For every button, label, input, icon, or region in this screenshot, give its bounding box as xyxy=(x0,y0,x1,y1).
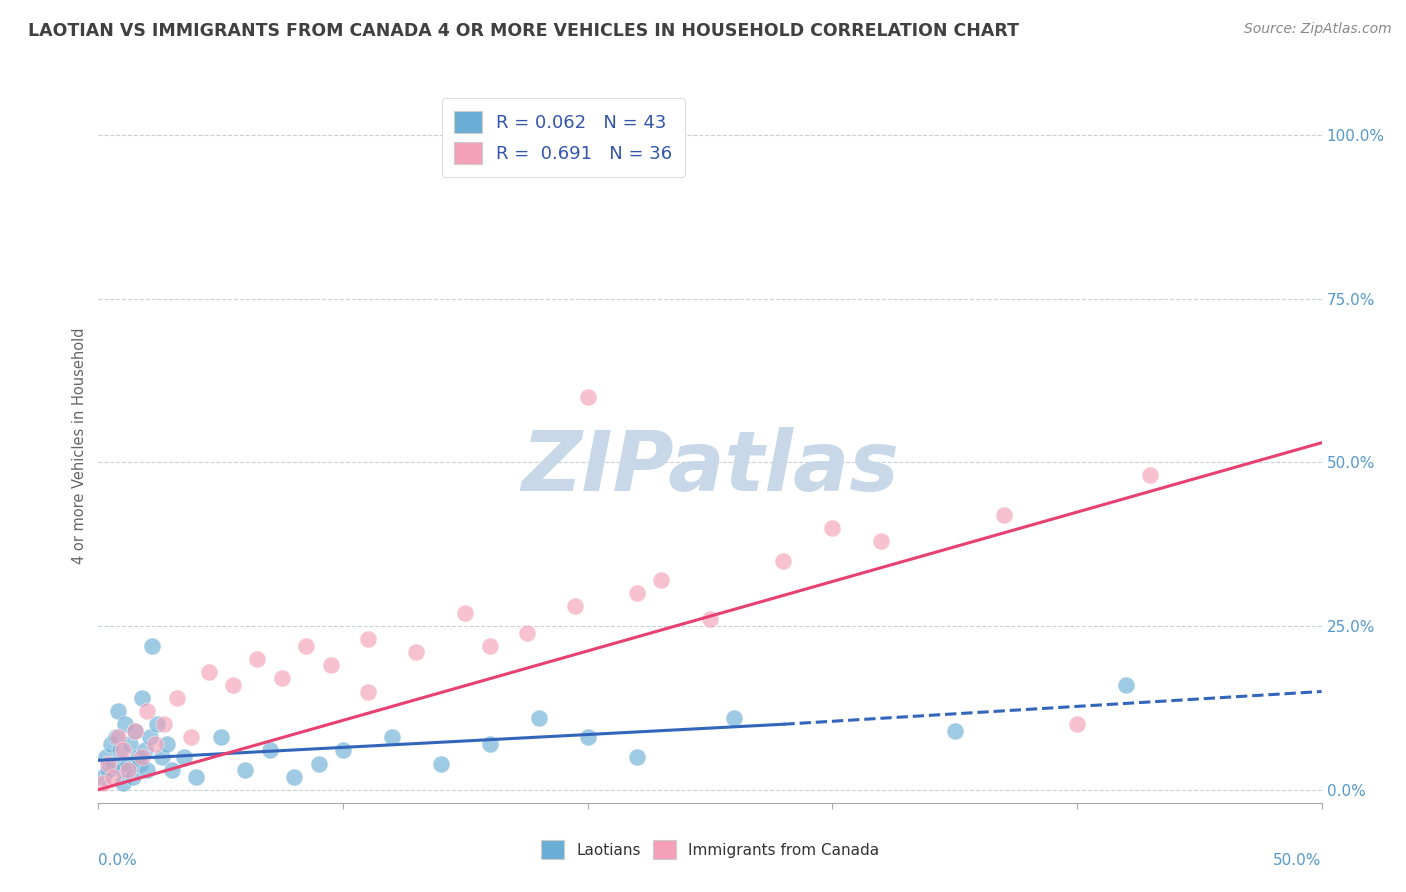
Point xyxy=(626,586,648,600)
Point xyxy=(146,717,169,731)
Point xyxy=(153,717,176,731)
Point xyxy=(527,711,550,725)
Point xyxy=(319,658,342,673)
Point xyxy=(259,743,281,757)
Y-axis label: 4 or more Vehicles in Household: 4 or more Vehicles in Household xyxy=(72,327,87,565)
Point xyxy=(117,756,139,771)
Text: ZIPatlas: ZIPatlas xyxy=(522,427,898,508)
Point xyxy=(197,665,219,679)
Point xyxy=(576,731,599,745)
Point xyxy=(180,731,202,745)
Point xyxy=(821,521,844,535)
Point xyxy=(124,723,146,738)
Point xyxy=(104,731,127,745)
Point xyxy=(1115,678,1137,692)
Point xyxy=(564,599,586,614)
Point xyxy=(626,750,648,764)
Point xyxy=(405,645,427,659)
Point xyxy=(993,508,1015,522)
Point xyxy=(111,776,134,790)
Point xyxy=(107,731,129,745)
Point xyxy=(209,731,232,745)
Point xyxy=(650,573,672,587)
Point xyxy=(356,684,378,698)
Point xyxy=(120,737,142,751)
Text: Source: ZipAtlas.com: Source: ZipAtlas.com xyxy=(1244,22,1392,37)
Point xyxy=(131,750,153,764)
Point xyxy=(91,770,114,784)
Point xyxy=(308,756,330,771)
Point xyxy=(772,553,794,567)
Point xyxy=(101,756,124,771)
Point xyxy=(332,743,354,757)
Point xyxy=(270,672,294,686)
Point xyxy=(111,763,134,777)
Point xyxy=(478,639,501,653)
Point xyxy=(136,763,159,777)
Point xyxy=(870,533,893,548)
Legend: Laotians, Immigrants from Canada: Laotians, Immigrants from Canada xyxy=(533,832,887,866)
Point xyxy=(166,691,188,706)
Point xyxy=(91,776,114,790)
Point xyxy=(381,731,404,745)
Point xyxy=(173,750,195,764)
Point xyxy=(124,723,146,738)
Point xyxy=(295,639,318,653)
Point xyxy=(723,711,745,725)
Point xyxy=(127,750,149,764)
Point xyxy=(97,756,120,771)
Point xyxy=(1066,717,1088,731)
Point xyxy=(97,763,120,777)
Text: 0.0%: 0.0% xyxy=(98,853,138,868)
Point xyxy=(160,763,183,777)
Point xyxy=(114,717,136,731)
Point xyxy=(186,770,208,784)
Point xyxy=(430,756,453,771)
Point xyxy=(139,731,162,745)
Point xyxy=(222,678,245,692)
Point xyxy=(110,743,132,757)
Point xyxy=(283,770,305,784)
Point xyxy=(107,704,129,718)
Point xyxy=(131,691,153,706)
Text: 50.0%: 50.0% xyxy=(1274,853,1322,868)
Point xyxy=(136,704,159,718)
Point xyxy=(141,639,163,653)
Point xyxy=(156,737,179,751)
Point xyxy=(121,770,143,784)
Point xyxy=(134,743,156,757)
Point xyxy=(233,763,256,777)
Point xyxy=(129,756,152,771)
Point xyxy=(478,737,501,751)
Point xyxy=(111,743,134,757)
Point xyxy=(454,606,477,620)
Point xyxy=(356,632,378,647)
Point xyxy=(699,612,721,626)
Point xyxy=(143,737,166,751)
Point xyxy=(516,625,538,640)
Point xyxy=(117,763,139,777)
Point xyxy=(100,737,122,751)
Point xyxy=(943,723,966,738)
Point xyxy=(246,652,269,666)
Text: LAOTIAN VS IMMIGRANTS FROM CANADA 4 OR MORE VEHICLES IN HOUSEHOLD CORRELATION CH: LAOTIAN VS IMMIGRANTS FROM CANADA 4 OR M… xyxy=(28,22,1019,40)
Point xyxy=(576,390,599,404)
Point xyxy=(94,750,117,764)
Point xyxy=(1139,468,1161,483)
Point xyxy=(101,770,124,784)
Point xyxy=(150,750,173,764)
